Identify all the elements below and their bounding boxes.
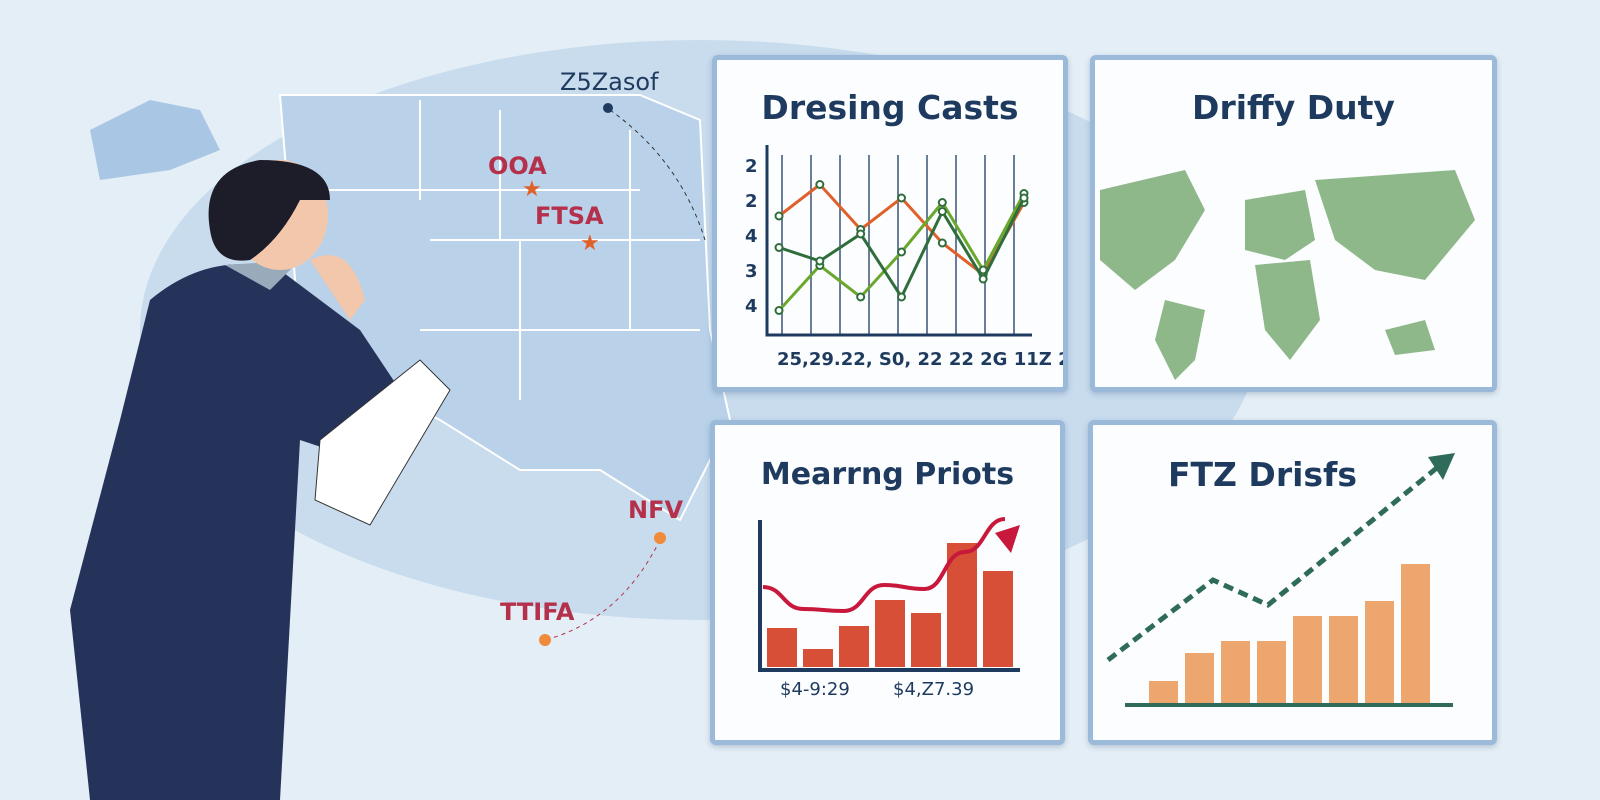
card-title: FTZ Drisfs (1167, 455, 1358, 494)
bar (1365, 601, 1394, 703)
data-point (897, 292, 906, 302)
svg-text:★: ★ (522, 177, 542, 202)
data-point (815, 256, 825, 266)
world-map (1100, 170, 1475, 380)
arrow-head (995, 525, 1020, 553)
x-tick-label: 25,29.22, S0, 22 22 2G 11Z 28 (777, 349, 1063, 370)
bar (1257, 641, 1286, 703)
data-point (774, 306, 784, 315)
bar (803, 649, 833, 667)
y-tick-label: 2 (745, 191, 758, 212)
data-point (815, 180, 825, 189)
y-tick-label: 4 (745, 226, 758, 247)
svg-text:★: ★ (580, 231, 600, 256)
data-point (897, 193, 906, 203)
bar (983, 571, 1013, 667)
trend-line (762, 517, 1006, 614)
card-title: Driffy Duty (1192, 88, 1395, 127)
data-point (978, 274, 988, 284)
data-point (856, 292, 866, 302)
data-point (1019, 193, 1029, 203)
data-point (774, 243, 784, 252)
bar (1293, 616, 1322, 703)
line-chart: 2 2 4 3 4 25,29.22, S0, 22 22 2G 11Z 28 (745, 145, 1063, 370)
trend-line (1106, 465, 1440, 662)
bar (1329, 616, 1358, 703)
data-point (937, 207, 947, 216)
map-label-z5zasof: Z5Zasof (560, 68, 659, 96)
map-label-nfv: NFV (628, 496, 684, 524)
y-tick-label: 2 (745, 156, 758, 177)
data-point (937, 198, 947, 207)
trend-chart (1106, 453, 1455, 707)
bar (767, 628, 797, 667)
bar (1401, 564, 1430, 703)
bar-chart-card: Mearrng Priots $4-9:29 $4,Z7.39 (710, 420, 1065, 745)
data-point (897, 247, 906, 257)
line-chart-card: Dresing Casts 2 2 4 3 4 25,29.22, S0, 22 22 2… (712, 55, 1068, 392)
arrow-head (1428, 453, 1455, 480)
data-point (774, 211, 784, 221)
map-label-ooa: OOA (488, 152, 547, 180)
map-label-ttifa: TTIFA (500, 598, 575, 626)
card-title: Mearrng Priots (760, 457, 1015, 492)
trend-chart-card: FTZ Drisfs (1088, 420, 1497, 745)
bar-chart (758, 517, 1020, 672)
card-title: Dresing Casts (761, 88, 1019, 127)
bar (1221, 641, 1250, 703)
axis (765, 145, 1032, 337)
x-tick-label: $4,Z7.39 (893, 679, 975, 700)
bar (1149, 681, 1178, 703)
map-label-ftsa: FTSA (535, 202, 604, 230)
x-tick-label: $4-9:29 (780, 679, 850, 700)
bar (839, 626, 869, 667)
axis (758, 520, 1020, 672)
world-map-card: Driffy Duty (1090, 55, 1497, 392)
y-tick-label: 3 (745, 261, 758, 282)
data-point (937, 238, 947, 248)
y-tick-label: 4 (745, 296, 758, 317)
bar (947, 543, 977, 667)
bar (1185, 653, 1214, 703)
bar (911, 613, 941, 667)
data-point (856, 229, 866, 239)
bar (875, 600, 905, 667)
